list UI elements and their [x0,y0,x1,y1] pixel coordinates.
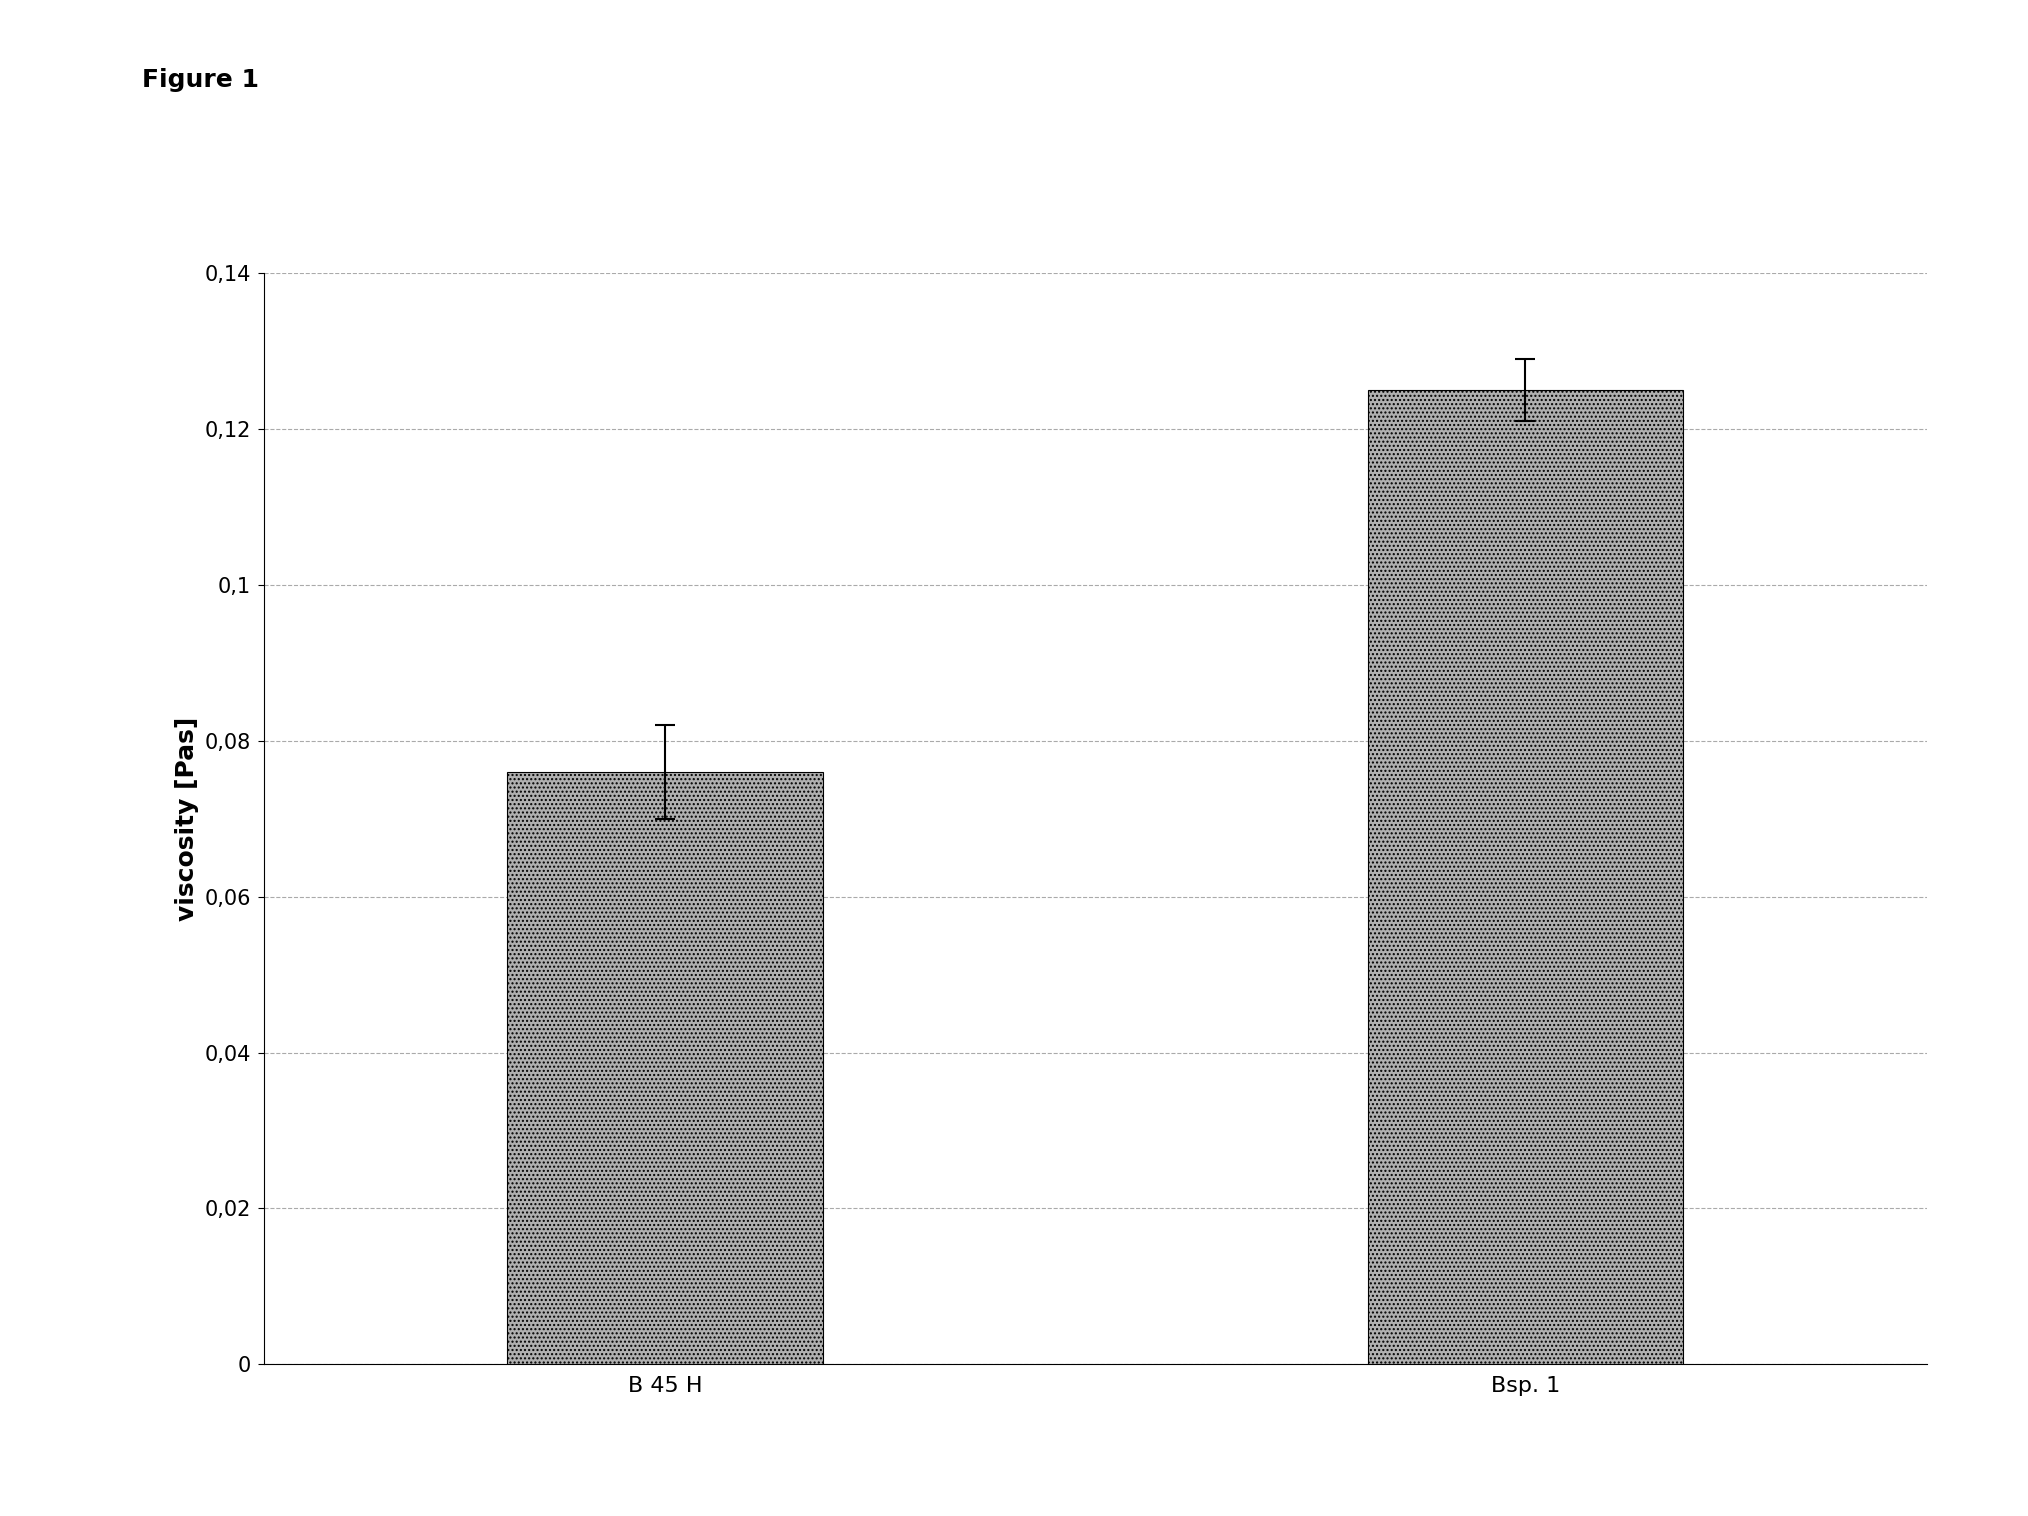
Bar [507,772,823,1364]
Bar [1367,390,1683,1364]
Text: Figure 1: Figure 1 [142,68,260,92]
Y-axis label: viscosity [Pas]: viscosity [Pas] [174,717,199,920]
